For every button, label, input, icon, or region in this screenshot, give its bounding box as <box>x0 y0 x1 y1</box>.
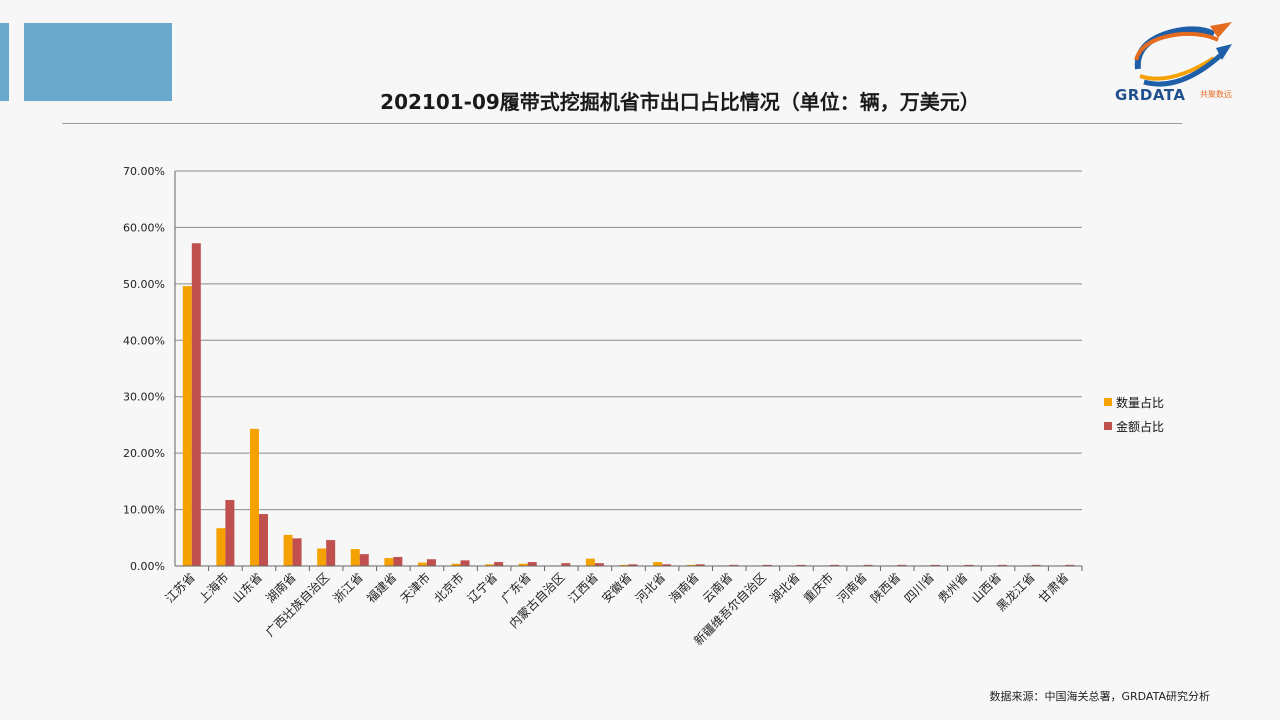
bar-amount <box>998 564 1008 566</box>
bar-quantity <box>451 563 461 566</box>
x-category-label: 安徽省 <box>599 570 635 606</box>
y-tick-label: 20.00% <box>123 447 165 460</box>
bar-amount <box>191 243 201 566</box>
x-category-label: 辽宁省 <box>464 570 500 606</box>
bar-amount <box>561 563 571 566</box>
x-category-label: 北京市 <box>431 570 467 606</box>
bar-quantity <box>182 286 192 566</box>
grdata-logo-icon <box>1134 22 1232 87</box>
x-category-label: 贵州省 <box>935 570 970 605</box>
title-divider <box>62 123 1182 124</box>
bar-amount <box>695 564 705 566</box>
bar-quantity <box>518 563 528 566</box>
legend-item-amount: 金额占比 <box>1104 414 1164 438</box>
bar-quantity <box>619 564 629 566</box>
x-category-label: 江西省 <box>566 570 601 605</box>
bar-quantity <box>384 558 394 566</box>
x-category-label: 四川省 <box>902 570 937 605</box>
x-category-label: 河南省 <box>834 570 870 606</box>
bar-amount <box>762 564 772 566</box>
bar-amount <box>830 564 840 566</box>
y-tick-label: 60.00% <box>123 221 165 234</box>
logo-text: GRDATA <box>1115 86 1186 104</box>
bar-quantity <box>653 562 663 566</box>
x-category-label: 上海市 <box>195 570 231 606</box>
bar-quantity <box>216 528 226 566</box>
bar-amount <box>863 564 873 566</box>
y-tick-label: 0.00% <box>130 560 165 573</box>
x-category-label: 重庆市 <box>800 570 836 606</box>
bar-amount <box>359 554 369 566</box>
legend-swatch-amount <box>1104 422 1112 430</box>
y-tick-label: 10.00% <box>123 504 165 517</box>
chart-title: 202101-09履带式挖掘机省市出口占比情况（单位：辆，万美元） <box>380 90 980 114</box>
x-category-label: 海南省 <box>666 570 702 606</box>
bar-amount <box>326 540 336 566</box>
bar-amount <box>628 564 638 566</box>
legend-item-quantity: 数量占比 <box>1104 390 1164 414</box>
decor-block <box>24 23 172 101</box>
x-category-label: 湖北省 <box>767 570 803 606</box>
bar-amount <box>494 562 504 566</box>
x-category-label: 江苏省 <box>163 570 198 605</box>
bar-amount <box>460 560 470 566</box>
bar-amount <box>930 564 940 566</box>
y-tick-label: 30.00% <box>123 391 165 404</box>
x-category-label: 陕西省 <box>867 570 903 606</box>
bar-quantity <box>585 558 595 566</box>
bar-quantity <box>417 562 427 566</box>
bar-quantity <box>485 564 495 566</box>
bar-amount <box>258 514 268 566</box>
bar-quantity <box>283 534 293 566</box>
chart-legend: 数量占比 金额占比 <box>1104 390 1164 438</box>
bar-amount <box>964 564 974 566</box>
x-category-label: 浙江省 <box>331 570 366 605</box>
bar-amount <box>662 564 672 566</box>
bar-amount <box>796 564 806 566</box>
legend-label-amount: 金额占比 <box>1116 419 1165 434</box>
bar-amount <box>393 556 403 566</box>
bar-amount <box>1031 564 1041 566</box>
bar-amount <box>292 538 302 566</box>
bar-amount <box>426 559 436 566</box>
x-category-label: 甘肃省 <box>1036 570 1071 605</box>
x-category-label: 山东省 <box>230 570 265 605</box>
decor-bar-left <box>0 23 9 101</box>
bar-quantity <box>686 564 696 566</box>
data-source-note: 数据来源：中国海关总署，GRDATA研究分析 <box>989 690 1210 703</box>
y-tick-label: 70.00% <box>123 165 165 178</box>
bar-amount <box>1065 564 1075 566</box>
bar-amount <box>729 564 739 566</box>
bar-amount <box>527 562 537 566</box>
x-category-label: 福建省 <box>363 570 399 606</box>
bar-amount <box>225 499 235 566</box>
x-category-label: 天津市 <box>397 570 433 606</box>
bar-quantity <box>249 428 259 566</box>
x-category-label: 河北省 <box>633 570 668 605</box>
bar-amount <box>897 564 907 566</box>
bar-amount <box>594 563 604 566</box>
logo-subtext: 共聚数远 <box>1200 90 1232 99</box>
y-tick-label: 50.00% <box>123 278 165 291</box>
legend-swatch-quantity <box>1104 398 1112 406</box>
bar-quantity <box>350 549 360 566</box>
legend-label-quantity: 数量占比 <box>1116 395 1165 410</box>
bar-quantity <box>317 548 327 566</box>
y-tick-label: 40.00% <box>123 334 165 347</box>
